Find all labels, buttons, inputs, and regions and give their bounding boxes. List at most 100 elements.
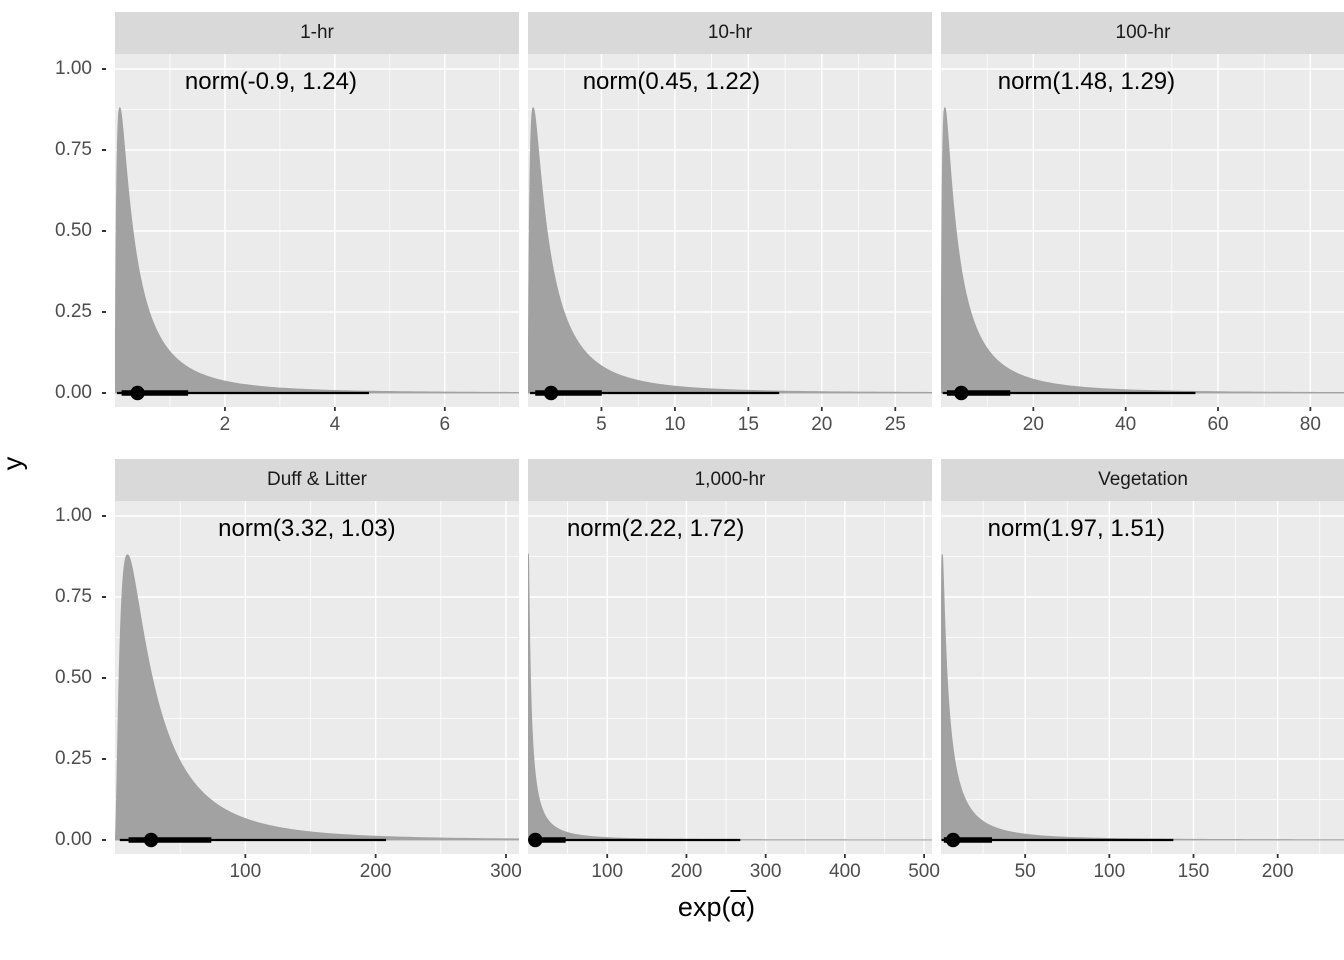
facet-strip: 1-hr — [115, 12, 519, 54]
density-curve — [115, 107, 519, 394]
panel-svg — [115, 501, 519, 858]
y-tick-mark — [102, 677, 106, 679]
panel-svg — [528, 54, 932, 411]
distribution-annotation: norm(3.32, 1.03) — [218, 515, 396, 542]
facet-strip: 1,000-hr — [528, 459, 932, 501]
facet-panel: 100-hr norm(1.48, 1.29) 20 40 60 80 — [941, 12, 1344, 437]
x-tick-label: 200 — [1261, 861, 1294, 882]
facet-panel: Duff & Litter norm(3.32, 1.03) 100 200 300 — [115, 459, 522, 884]
y-tick-label: 1.00 — [55, 505, 92, 526]
y-tick-mark — [102, 758, 106, 760]
panel-x-axis: 5 10 15 20 25 — [528, 411, 932, 437]
alpha-bar-symbol: α — [730, 892, 747, 922]
x-tick-label: 300 — [490, 861, 522, 882]
median-point — [543, 385, 559, 401]
facet-strip-label: 1-hr — [300, 22, 334, 43]
facet-panel: Vegetation norm(1.97, 1.51) 50 100 150 200 — [941, 459, 1344, 884]
median-point — [945, 832, 961, 848]
x-axis-title-suffix: ) — [746, 892, 756, 922]
x-tick-label: 10 — [664, 414, 686, 435]
y-axis-bottom: 0.00 0.25 0.50 0.75 1.00 — [0, 459, 106, 884]
facet-row-bottom: 0.00 0.25 0.50 0.75 1.00 Duff & Litter norm(… — [0, 459, 1344, 884]
y-tick-mark — [102, 68, 106, 70]
median-point — [143, 832, 159, 848]
facet-strip-label: Vegetation — [1098, 469, 1188, 490]
y-tick-label: 0.00 — [55, 829, 92, 850]
distribution-annotation: norm(0.45, 1.22) — [582, 68, 761, 95]
y-tick-label: 0.50 — [55, 220, 92, 241]
y-tick-label: 0.75 — [55, 139, 92, 160]
distribution-annotation: norm(1.97, 1.51) — [987, 515, 1166, 542]
y-tick-label: 0.00 — [55, 382, 92, 403]
x-tick-label: 400 — [829, 861, 861, 882]
y-tick-mark — [102, 392, 106, 394]
panel-x-axis: 50 100 150 200 — [941, 858, 1344, 884]
x-tick-label: 5 — [596, 414, 607, 435]
x-tick-label: 50 — [1014, 861, 1036, 882]
x-tick-label: 200 — [670, 861, 703, 882]
panel-x-axis: 100 200 300 400 500 — [528, 858, 940, 884]
facet-strip: 100-hr — [941, 12, 1344, 54]
panel-svg — [941, 54, 1344, 411]
panel-x-axis: 20 40 60 80 — [941, 411, 1344, 437]
x-tick-label: 25 — [884, 414, 906, 435]
y-tick-label: 0.50 — [55, 667, 92, 688]
panel-plot-area: norm(1.48, 1.29) — [941, 54, 1344, 411]
panel-plot-area: norm(-0.9, 1.24) — [115, 54, 519, 411]
panel-plot-area: norm(1.97, 1.51) — [941, 501, 1344, 858]
x-tick-label: 4 — [329, 414, 341, 435]
y-tick-mark — [102, 311, 106, 313]
facet-strip: 10-hr — [528, 12, 932, 54]
y-tick-mark — [102, 230, 106, 232]
panel-svg — [115, 54, 519, 411]
x-tick-label: 100 — [591, 861, 624, 882]
facet-strip: Duff & Litter — [115, 459, 519, 501]
facet-strip-label: Duff & Litter — [267, 469, 367, 490]
y-tick-mark — [102, 839, 106, 841]
x-tick-label: 60 — [1207, 414, 1229, 435]
density-curve — [528, 107, 932, 394]
x-axis-title-prefix: exp( — [677, 892, 731, 922]
x-tick-label: 15 — [737, 414, 759, 435]
y-tick-mark — [102, 149, 106, 151]
x-tick-label: 100 — [229, 861, 262, 882]
panel-x-axis: 100 200 300 — [115, 858, 522, 884]
y-tick-label: 0.25 — [55, 748, 92, 769]
facet-strip: Vegetation — [941, 459, 1344, 501]
panel-svg — [941, 501, 1344, 858]
median-point — [130, 385, 145, 401]
y-tick-label: 1.00 — [55, 58, 92, 79]
density-curve — [941, 554, 1344, 841]
median-point — [528, 832, 543, 848]
panel-plot-area: norm(3.32, 1.03) — [115, 501, 519, 858]
y-axis-top: 0.00 0.25 0.50 0.75 1.00 — [0, 12, 106, 437]
panel-plot-area: norm(0.45, 1.22) — [528, 54, 932, 411]
x-tick-label: 100 — [1093, 861, 1126, 882]
x-axis-title: exp(α) — [106, 892, 1327, 923]
facet-panel: 1-hr norm(-0.9, 1.24) 2 4 6 — [115, 12, 519, 437]
panel-plot-area: norm(2.22, 1.72) — [528, 501, 932, 858]
facet-panel: 1,000-hr norm(2.22, 1.72) 100 200 300 400 50… — [528, 459, 940, 884]
x-tick-label: 2 — [219, 414, 231, 435]
x-tick-label: 20 — [811, 414, 833, 435]
x-tick-label: 200 — [359, 861, 392, 882]
facet-panel: 10-hr norm(0.45, 1.22) 5 10 15 20 25 — [528, 12, 932, 437]
x-tick-label: 150 — [1177, 861, 1210, 882]
panel-svg — [528, 501, 932, 858]
distribution-annotation: norm(2.22, 1.72) — [566, 515, 745, 542]
facet-strip-label: 10-hr — [707, 22, 753, 43]
x-tick-label: 300 — [749, 861, 782, 882]
x-tick-label: 80 — [1299, 414, 1321, 435]
y-tick-mark — [102, 515, 106, 517]
density-curve — [528, 553, 932, 841]
distribution-annotation: norm(-0.9, 1.24) — [184, 68, 357, 95]
density-curve — [941, 107, 1344, 394]
y-tick-label: 0.25 — [55, 301, 92, 322]
x-tick-label: 6 — [439, 414, 451, 435]
facet-strip-label: 1,000-hr — [694, 469, 766, 490]
facet-row-top: 0.00 0.25 0.50 0.75 1.00 1-hr norm(-0.9, 1.2… — [0, 12, 1344, 437]
x-tick-label: 20 — [1022, 414, 1044, 435]
facet-strip-label: 100-hr — [1115, 22, 1171, 43]
x-tick-label: 40 — [1115, 414, 1137, 435]
